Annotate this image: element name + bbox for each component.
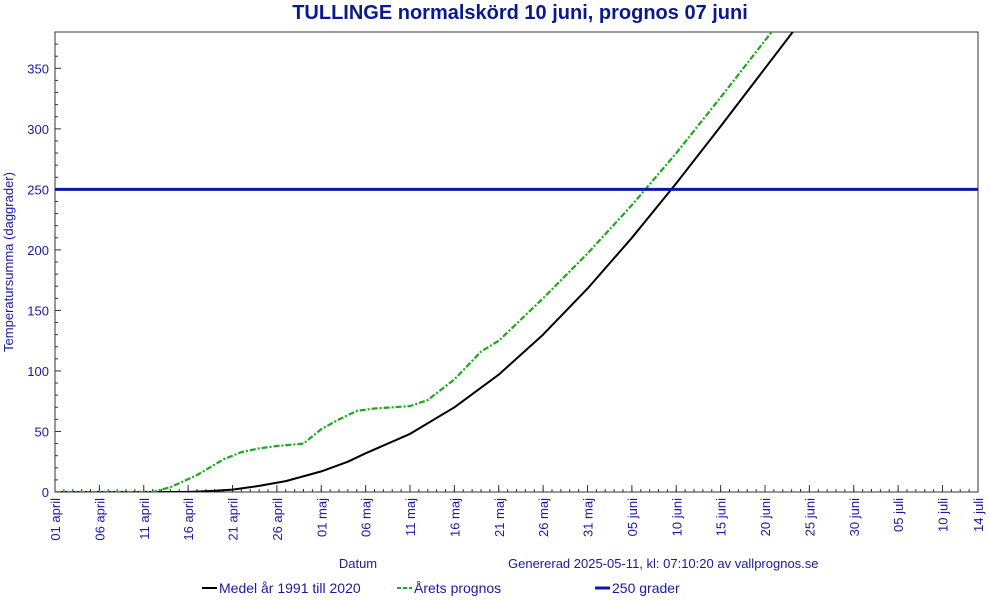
x-tick-label: 11 april xyxy=(137,498,152,540)
x-tick-label: 26 maj xyxy=(536,498,551,537)
x-axis-label: Datum xyxy=(339,556,377,571)
x-tick-label: 21 maj xyxy=(492,498,507,537)
x-tick-label: 16 maj xyxy=(447,498,462,537)
x-tick-label: 20 juni xyxy=(758,498,773,536)
y-tick-label: 200 xyxy=(27,243,49,258)
x-tick-label: 06 maj xyxy=(359,498,374,537)
y-tick-label: 100 xyxy=(27,364,49,379)
series-line-1 xyxy=(55,32,774,492)
x-tick-label: 05 juli xyxy=(891,498,906,532)
x-tick-label: 16 april xyxy=(181,498,196,541)
generated-note: Genererad 2025-05-11, kl: 07:10:20 av va… xyxy=(508,556,819,571)
series-line-0 xyxy=(55,32,794,492)
x-tick-label: 21 april xyxy=(226,498,241,541)
legend-label: Medel år 1991 till 2020 xyxy=(219,580,361,596)
x-tick-label: 15 juni xyxy=(714,498,729,536)
legend-label: 250 grader xyxy=(612,580,680,596)
y-tick-label: 0 xyxy=(42,485,49,500)
y-tick-label: 150 xyxy=(27,303,49,318)
chart-title: TULLINGE normalskörd 10 juni, prognos 07… xyxy=(292,2,748,24)
x-tick-label: 01 maj xyxy=(314,498,329,537)
x-tick-label: 10 juli xyxy=(936,498,951,532)
x-tick-label: 11 maj xyxy=(403,498,418,536)
x-tick-label: 14 juli xyxy=(971,498,986,532)
y-tick-label: 250 xyxy=(27,182,49,197)
y-tick-label: 300 xyxy=(27,122,49,137)
x-tick-label: 06 april xyxy=(92,498,107,541)
x-tick-label: 26 april xyxy=(270,498,285,541)
y-tick-label: 50 xyxy=(35,424,49,439)
legend-label: Årets prognos xyxy=(414,580,501,596)
plot-frame xyxy=(54,31,979,493)
x-tick-label: 10 juni xyxy=(669,498,684,536)
legend: Medel år 1991 till 2020 Årets prognos 250 … xyxy=(202,580,680,596)
x-tick-label: 01 april xyxy=(48,498,63,541)
x-tick-label: 31 maj xyxy=(581,498,596,537)
y-axis-label: Temperatursumma (daggrader) xyxy=(1,172,16,352)
x-tick-label: 05 juni xyxy=(625,498,640,536)
y-tick-label: 350 xyxy=(27,61,49,76)
x-tick-label: 30 juni xyxy=(847,498,862,536)
x-tick-label: 25 juni xyxy=(802,498,817,536)
plot-area: 0 50 100 150 200 250 300 350 01 april 06 april 11 … xyxy=(27,31,986,541)
